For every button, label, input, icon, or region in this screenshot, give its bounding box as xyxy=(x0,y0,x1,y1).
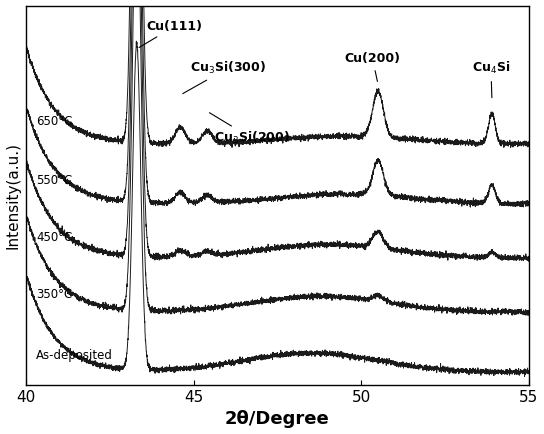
X-axis label: 2θ/Degree: 2θ/Degree xyxy=(225,411,330,428)
Y-axis label: Intensity(a.u.): Intensity(a.u.) xyxy=(5,142,21,249)
Text: 350°C: 350°C xyxy=(36,288,72,301)
Text: Cu$_3$Si(200): Cu$_3$Si(200) xyxy=(209,113,290,146)
Text: Cu$_4$Si: Cu$_4$Si xyxy=(472,60,510,98)
Text: 450°C: 450°C xyxy=(36,231,72,244)
Text: Cu(111): Cu(111) xyxy=(139,20,203,47)
Text: Cu$_3$Si(300): Cu$_3$Si(300) xyxy=(183,60,266,94)
Text: 650°C: 650°C xyxy=(36,115,72,128)
Text: 550°C: 550°C xyxy=(36,174,72,187)
Text: As-deposited: As-deposited xyxy=(36,349,113,362)
Text: Cu(200): Cu(200) xyxy=(344,52,400,82)
